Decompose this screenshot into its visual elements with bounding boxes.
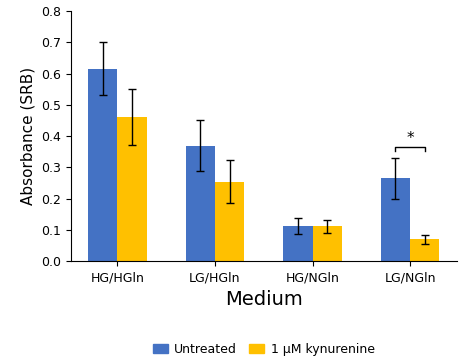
X-axis label: Medium: Medium	[225, 290, 303, 309]
Bar	[186, 146, 215, 261]
Bar	[117, 117, 147, 261]
Bar	[313, 226, 342, 261]
Bar	[88, 69, 117, 261]
Bar	[283, 226, 313, 261]
Bar	[215, 182, 244, 261]
Y-axis label: Absorbance (SRB): Absorbance (SRB)	[20, 67, 35, 205]
Bar	[381, 178, 410, 261]
Legend: Untreated, 1 μM kynurenine: Untreated, 1 μM kynurenine	[148, 338, 380, 361]
Bar	[410, 240, 439, 261]
Text: *: *	[406, 131, 414, 146]
